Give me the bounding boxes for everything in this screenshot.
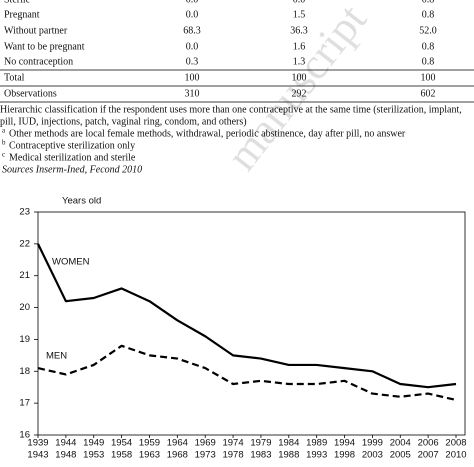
x-tick-label: 1948: [55, 450, 76, 461]
series-line: [37, 344, 457, 402]
x-tick-label: 1958: [111, 450, 132, 461]
x-tick-label: 1969: [195, 438, 216, 449]
row-label: Observations: [4, 88, 57, 99]
row-label: Total: [4, 72, 25, 83]
x-tick-label: 1964: [167, 438, 188, 449]
x-tick-label: 1984: [278, 438, 299, 449]
x-tick-label: 1979: [250, 438, 271, 449]
table-cell: 1.3: [293, 56, 306, 67]
note-text: Medical sterilization and sterile: [9, 152, 136, 163]
row-label: Pregnant: [4, 9, 40, 20]
y-tick-label: 19: [19, 334, 30, 345]
y-tick-label: 21: [19, 270, 30, 281]
table-cell: 100: [421, 72, 436, 83]
row-label: No contraception: [4, 56, 73, 67]
table-cell: 292: [292, 88, 307, 99]
x-tick-label: 1999: [362, 438, 383, 449]
x-tick-label: 1959: [139, 438, 160, 449]
y-tick-label: 18: [19, 366, 30, 377]
series-label: WOMEN: [52, 257, 90, 268]
table-cell: 0.0: [293, 0, 306, 5]
note-text: Hierarchic classification if the respond…: [0, 104, 462, 115]
table-cell: 0.0: [186, 41, 199, 52]
series-line: [37, 243, 457, 389]
x-tick-label: 1989: [306, 438, 327, 449]
series-label: MEN: [46, 351, 67, 362]
x-tick-label: 2004: [390, 438, 411, 449]
table-cell: 52.0: [419, 25, 437, 36]
table-cell: 0.8: [422, 9, 435, 20]
x-tick-label: 1994: [334, 438, 355, 449]
note-marker: b: [2, 139, 6, 147]
row-label: Without partner: [4, 25, 68, 36]
note-marker: c: [2, 151, 5, 159]
x-tick-label: 2006: [418, 438, 439, 449]
x-tick-label: 1983: [250, 450, 271, 461]
table-cell: 68.3: [183, 25, 201, 36]
table-cell: 0.8: [422, 56, 435, 67]
y-tick-label: 23: [19, 207, 30, 218]
x-tick-label: 1973: [195, 450, 216, 461]
x-tick-label: 1974: [222, 438, 243, 449]
table-cell: 310: [185, 88, 200, 99]
x-tick-label: 1963: [139, 450, 160, 461]
x-tick-label: 1993: [306, 450, 327, 461]
x-tick-label: 2003: [362, 450, 383, 461]
x-tick-label: 1954: [111, 438, 132, 449]
row-label: Sterile: [4, 0, 31, 5]
x-tick-label: 1998: [334, 450, 355, 461]
note-text: pill, IUD, injections, patch, vaginal ri…: [0, 116, 247, 127]
y-tick-label: 20: [19, 302, 30, 313]
note-text: Other methods are local female methods, …: [9, 128, 406, 139]
x-tick-label: 1968: [167, 450, 188, 461]
x-tick-label: 2005: [390, 450, 411, 461]
x-tick-label: 2008: [445, 438, 466, 449]
x-tick-label: 1949: [83, 438, 104, 449]
plot-frame: [37, 211, 466, 436]
note-text: Sources Inserm-Ined, Fecond 2010: [2, 164, 142, 175]
x-tick-label: 1988: [278, 450, 299, 461]
table-cell: 100: [292, 72, 307, 83]
y-tick-label: 22: [19, 238, 30, 249]
x-tick-label: 1944: [55, 438, 76, 449]
table-cell: 0.8: [422, 41, 435, 52]
table-cell: 1.5: [293, 9, 306, 20]
x-tick-label: 2007: [418, 450, 439, 461]
table-cell: 1.6: [293, 41, 306, 52]
y-tick-label: 16: [19, 430, 30, 441]
table-cell: 0.0: [186, 9, 199, 20]
x-tick-label: 1939: [27, 438, 48, 449]
table-cell: 0.8: [422, 0, 435, 5]
note-text: Contraceptive sterilization only: [9, 140, 135, 151]
x-tick-label: 1953: [83, 450, 104, 461]
table-cell: 602: [421, 88, 436, 99]
x-tick-label: 1978: [222, 450, 243, 461]
y-axis-title: Years old: [62, 196, 101, 207]
table-cell: 0.3: [186, 56, 199, 67]
table-cell: 100: [185, 72, 200, 83]
x-tick-label: 2010: [445, 450, 466, 461]
note-marker: a: [2, 127, 6, 135]
y-tick-label: 17: [19, 398, 30, 409]
row-label: Want to be pregnant: [4, 41, 85, 52]
table-cell: 36.3: [290, 25, 308, 36]
table-cell: 0.0: [186, 0, 199, 5]
x-tick-label: 1943: [27, 450, 48, 461]
